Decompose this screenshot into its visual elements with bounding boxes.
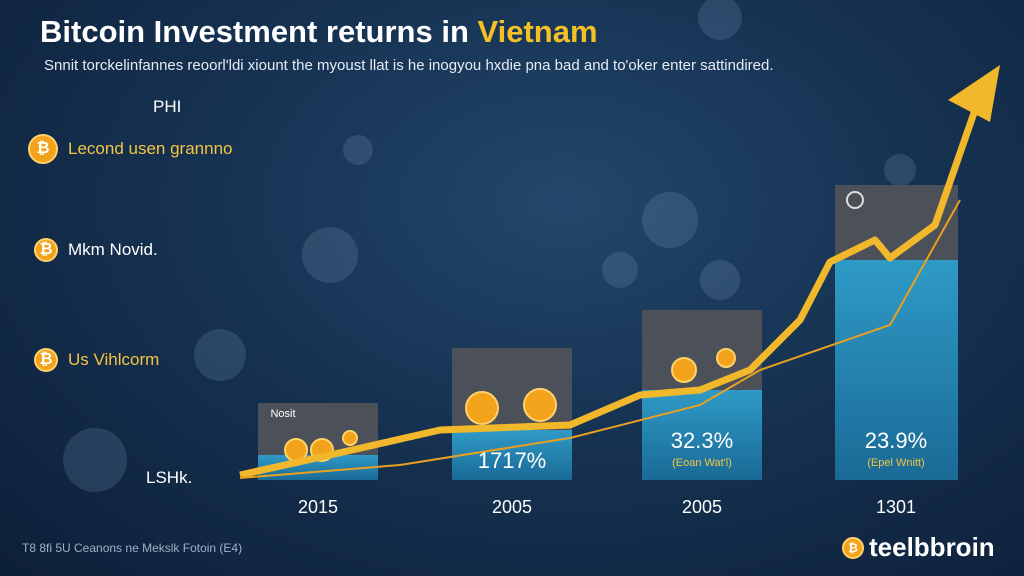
- axis-label: LSHk.: [146, 468, 193, 487]
- bar-coins: [284, 348, 736, 462]
- axis-label: PHI: [153, 97, 182, 116]
- year-label: 2005: [681, 497, 723, 517]
- bar-label: 23.9%: [864, 428, 928, 453]
- bar-sublabel: (Eoan Wat'l): [672, 457, 732, 469]
- bars: [258, 185, 958, 480]
- footer: T8 8fi 5U Ceanons ne Mekslk Fotoin (E4): [22, 541, 243, 555]
- trend-arrow: [239, 108, 979, 479]
- bar-fill: [835, 260, 958, 480]
- brand: ₿ teelbbroin: [842, 532, 995, 563]
- legend-text: Mkm Novid.: [68, 240, 158, 259]
- title-main: Bitcoin Investment returns in: [40, 14, 478, 49]
- background-coins: [63, 0, 916, 492]
- year-label: 2005: [491, 497, 533, 517]
- legend-item: ₿ Us Vihlcorm: [34, 348, 159, 372]
- subtitle: Snnit torckelinfannes reoorl'ldi xiount …: [44, 57, 774, 74]
- legend-text: Us Vihlcorm: [68, 350, 160, 369]
- year-label: 2015: [297, 497, 339, 517]
- arrow-head: [948, 65, 1000, 122]
- icon: [846, 191, 864, 209]
- bar-fill: [642, 390, 762, 480]
- legend-item: ₿ Lecond usen grannno: [28, 134, 232, 164]
- legend-text: Lecond usen grannno: [68, 139, 233, 158]
- legend-item: ₿ Mkm Novid.: [34, 238, 158, 262]
- trend-line: [239, 199, 961, 479]
- bar-note: Nosit: [270, 408, 296, 420]
- title: Bitcoin Investment returns in Vietnam: [40, 14, 598, 50]
- bar-label: 32.3%: [670, 428, 734, 453]
- year-label: 1301: [875, 497, 917, 517]
- brand-text: teelbbroin: [869, 532, 995, 562]
- title-highlight: Vietnam: [477, 14, 598, 49]
- bar-label: 1717%: [477, 448, 547, 473]
- bar-sublabel: (Epel Wnitt): [867, 457, 925, 469]
- bar-fill: [452, 430, 572, 480]
